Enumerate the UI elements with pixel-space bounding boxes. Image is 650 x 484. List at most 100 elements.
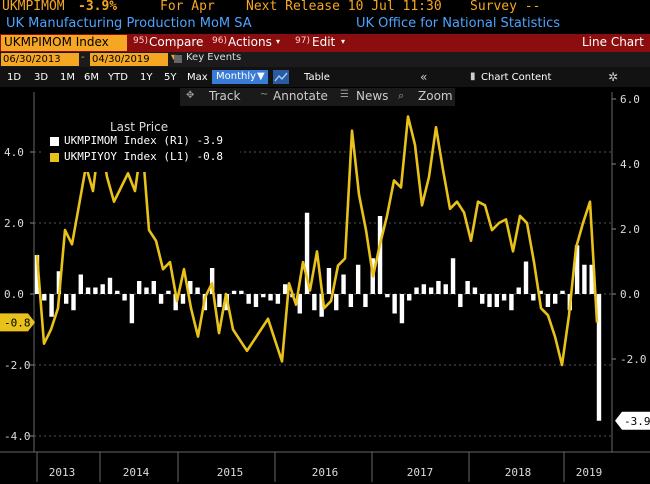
annotate-button[interactable]: Annotate	[273, 89, 328, 103]
range-3d[interactable]: 3D	[34, 72, 49, 83]
mom-bar	[319, 294, 324, 317]
right-tick-label: 0.0	[620, 288, 640, 301]
mom-bar	[180, 294, 186, 304]
range-1m[interactable]: 1M	[60, 72, 75, 83]
mom-bar	[538, 290, 543, 294]
mom-bar	[188, 281, 193, 294]
mom-bar	[582, 264, 587, 294]
zoom-button[interactable]: Zoom	[418, 89, 453, 103]
mom-bar	[487, 294, 492, 307]
mom-last-label: -3.9	[624, 415, 650, 428]
legend-item-yoy: UKMPIYOY Index (L1) -0.8	[64, 150, 223, 163]
mom-bar	[268, 294, 273, 301]
mom-bar	[363, 294, 368, 307]
mom-bar	[574, 245, 580, 294]
yoy-last-label: -0.8	[4, 316, 31, 329]
legend: Last Price UKMPIMOM Index (R1) -3.9 UKMP…	[44, 120, 240, 172]
last-value: -3.9%	[78, 0, 118, 14]
edit-dropdown-icon[interactable]: ▾	[341, 37, 346, 46]
line-chart-icon[interactable]	[273, 70, 289, 84]
actions-button[interactable]: Actions	[228, 35, 272, 49]
x-tick-label: 2013	[49, 466, 76, 479]
mom-bar	[246, 294, 251, 304]
mom-bar	[428, 287, 434, 294]
mom-bar	[166, 290, 171, 294]
range-max[interactable]: Max	[187, 72, 208, 83]
left-tick-label: -4.0	[4, 430, 31, 443]
compare-num: 95)	[133, 36, 148, 46]
mom-bar	[144, 287, 149, 294]
mom-bar	[42, 294, 47, 301]
mom-bar	[436, 281, 441, 294]
left-tick-label: 4.0	[4, 146, 24, 159]
mom-bar	[516, 287, 521, 294]
right-tick-label: 6.0	[620, 93, 640, 106]
last-value-markers: -0.8 -3.9	[0, 313, 650, 430]
mom-bar	[93, 287, 98, 294]
settings-gear-icon[interactable]: ✲	[608, 70, 619, 84]
x-axis: 2013 2014 2015 2016 2017 2018 2019	[36, 452, 602, 482]
yoy-last-marker	[0, 313, 35, 332]
edit-button[interactable]: Edit	[312, 35, 336, 49]
range-6m[interactable]: 6M	[84, 72, 99, 83]
mom-bar	[282, 284, 288, 294]
date-separator: -	[81, 52, 85, 63]
table-button[interactable]: Table	[304, 72, 330, 83]
mom-bar	[545, 294, 551, 307]
mom-bar	[100, 284, 105, 294]
mom-bar	[85, 287, 91, 294]
series-description: UK Manufacturing Production MoM SA	[6, 16, 252, 31]
mom-last-marker	[615, 411, 650, 430]
x-tick-label: 2014	[123, 466, 150, 479]
mom-bar	[151, 281, 156, 294]
title-bar: UKMPIMOM -3.9% For Apr Next Release 10 J…	[0, 0, 650, 16]
mom-bar	[377, 216, 383, 294]
mom-bar	[231, 290, 237, 294]
source-label: UK Office for National Statistics	[356, 16, 560, 31]
annotate-icon: ∼	[260, 89, 269, 100]
left-tick-label: -2.0	[4, 359, 31, 372]
security-field[interactable]: UKMPIMOM Index	[1, 35, 127, 51]
mom-bar	[195, 287, 200, 294]
end-date-field[interactable]: 04/30/2019	[90, 53, 168, 66]
mom-bar	[71, 294, 76, 311]
chart-content-button[interactable]: Chart Content	[481, 72, 552, 83]
mom-bar	[414, 287, 419, 294]
description-bar: UK Manufacturing Production MoM SA UK Of…	[0, 16, 650, 34]
actions-dropdown-icon[interactable]: ▾	[276, 37, 281, 46]
chart-type-button[interactable]: Line Chart	[582, 35, 644, 49]
news-button[interactable]: News	[356, 89, 389, 103]
mom-bar	[501, 294, 507, 301]
range-1d[interactable]: 1D	[7, 72, 22, 83]
range-ytd[interactable]: YTD	[108, 72, 128, 83]
end-date-dropdown-icon[interactable]: ▾	[171, 52, 176, 63]
mom-bar	[122, 294, 127, 301]
right-axis-ticks: 6.0 4.0 2.0 0.0 -2.0	[612, 93, 647, 366]
range-5y[interactable]: 5Y	[164, 72, 177, 83]
start-date-field[interactable]: 06/30/2013	[1, 53, 79, 66]
right-tick-label: 2.0	[620, 223, 640, 236]
right-tick-label: 4.0	[620, 158, 640, 171]
mom-bar	[407, 294, 412, 301]
mom-bar	[341, 274, 346, 294]
mom-bar	[158, 294, 164, 304]
mom-bar	[589, 264, 594, 294]
collapse-icon[interactable]: «	[420, 70, 428, 84]
legend-item-mom: UKMPIMOM Index (R1) -3.9	[64, 134, 223, 147]
for-period: For Apr	[160, 0, 215, 14]
range-1y[interactable]: 1Y	[140, 72, 153, 83]
period-select[interactable]: Monthly ▼	[212, 70, 268, 84]
mom-bar	[107, 277, 113, 294]
compare-button[interactable]: Compare	[149, 35, 204, 49]
key-events-checkbox[interactable]	[174, 55, 182, 63]
mom-bar	[355, 264, 361, 294]
actions-num: 96)	[212, 36, 227, 46]
mom-bar	[49, 294, 54, 317]
mom-bar	[531, 294, 536, 301]
right-tick-label: -2.0	[620, 353, 647, 366]
mom-bar	[129, 294, 135, 324]
x-tick-label: 2015	[217, 466, 244, 479]
track-button[interactable]: Track	[209, 89, 241, 103]
period-value: Monthly	[216, 71, 257, 82]
left-tick-label: 0.0	[4, 288, 24, 301]
